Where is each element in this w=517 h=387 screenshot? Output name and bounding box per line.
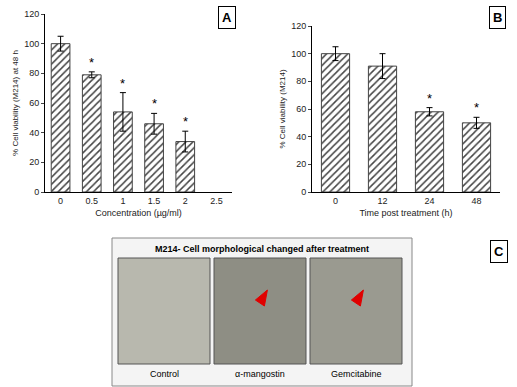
svg-text:0: 0 — [333, 196, 338, 206]
svg-text:80: 80 — [29, 68, 39, 78]
svg-text:1: 1 — [120, 196, 125, 206]
svg-text:Gemcitabine: Gemcitabine — [331, 369, 382, 379]
svg-text:120: 120 — [24, 9, 39, 19]
svg-text:2: 2 — [183, 196, 188, 206]
svg-text:12: 12 — [377, 196, 387, 206]
svg-text:*: * — [152, 96, 157, 111]
svg-text:A: A — [222, 10, 232, 25]
svg-text:Time post treatment (h): Time post treatment (h) — [359, 208, 452, 218]
svg-text:20: 20 — [296, 159, 306, 169]
svg-text:% Cell viability (M214): % Cell viability (M214) — [278, 69, 287, 148]
svg-text:0: 0 — [301, 187, 306, 197]
svg-text:*: * — [89, 55, 94, 70]
svg-text:20: 20 — [29, 157, 39, 167]
svg-text:M214- Cell morphological chang: M214- Cell morphological changed after t… — [155, 244, 369, 254]
svg-text:24: 24 — [424, 196, 434, 206]
svg-text:*: * — [120, 76, 125, 91]
svg-text:*: * — [183, 114, 188, 129]
svg-text:60: 60 — [296, 104, 306, 114]
svg-text:*: * — [427, 91, 432, 106]
svg-text:α-mangostin: α-mangostin — [235, 369, 285, 379]
svg-text:Concentration (µg/ml): Concentration (µg/ml) — [95, 208, 182, 218]
svg-text:100: 100 — [291, 49, 306, 59]
svg-text:60: 60 — [29, 98, 39, 108]
svg-text:*: * — [474, 100, 479, 115]
svg-text:0: 0 — [34, 187, 39, 197]
svg-text:Control: Control — [150, 369, 179, 379]
svg-text:40: 40 — [296, 132, 306, 142]
svg-text:1.5: 1.5 — [148, 196, 161, 206]
svg-text:120: 120 — [291, 21, 306, 31]
svg-text:48: 48 — [471, 196, 481, 206]
svg-text:40: 40 — [29, 128, 39, 138]
svg-text:80: 80 — [296, 76, 306, 86]
svg-text:% Cell viability (M214) at 48: % Cell viability (M214) at 48 h — [11, 50, 20, 156]
svg-text:B: B — [493, 10, 502, 25]
svg-text:0: 0 — [58, 196, 63, 206]
svg-text:0.5: 0.5 — [85, 196, 98, 206]
svg-text:100: 100 — [24, 39, 39, 49]
svg-text:C: C — [494, 244, 504, 259]
svg-text:2.5: 2.5 — [210, 196, 223, 206]
